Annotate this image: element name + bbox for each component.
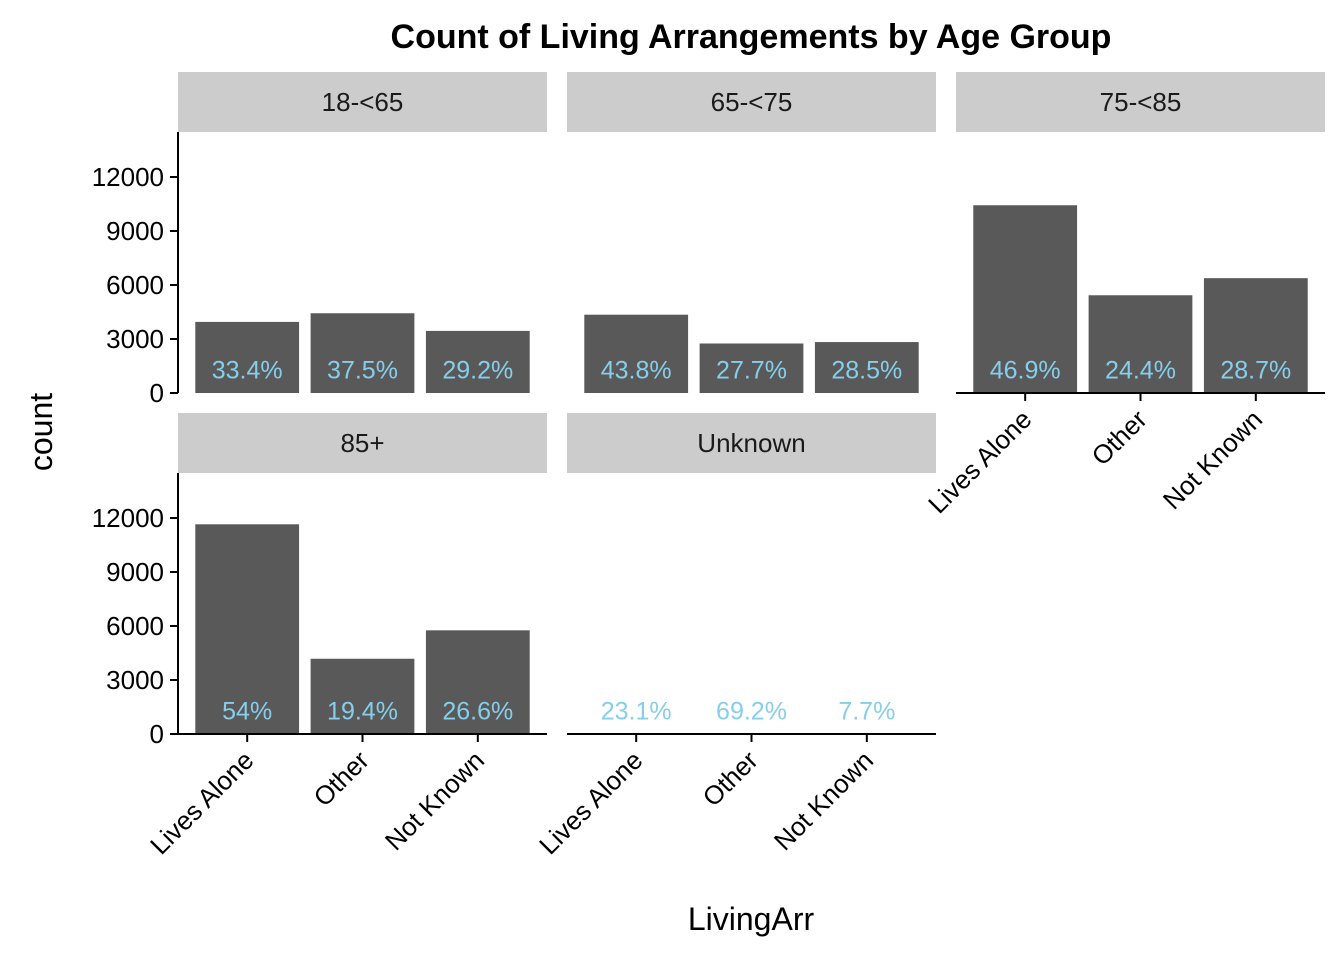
y-tick-label: 9000 [106, 557, 164, 587]
bar-percent-label: 46.9% [990, 357, 1061, 385]
x-axis-title: LivingArr [688, 901, 815, 937]
y-tick-label: 12000 [92, 503, 164, 533]
y-tick-label: 6000 [106, 270, 164, 300]
bar [584, 314, 689, 393]
bar-percent-label: 29.2% [442, 357, 513, 385]
bar-percent-label: 37.5% [327, 357, 398, 385]
bar [310, 313, 415, 393]
bar-percent-label: 33.4% [212, 357, 283, 385]
bar [425, 330, 530, 393]
bar [425, 630, 530, 734]
bar-percent-label: 26.6% [442, 698, 513, 726]
facet-panel: 65-<75 43.8% 27.7% 28.5% [567, 72, 936, 393]
y-tick-label: 0 [150, 719, 164, 749]
x-tick-label: Other [308, 745, 375, 812]
facet-strip [178, 413, 547, 473]
bar [310, 658, 415, 734]
x-tick-label: Not Known [379, 745, 490, 856]
bar [973, 205, 1078, 393]
bar-percent-label: 28.7% [1220, 357, 1291, 385]
facet-strip-label: 75-<85 [1100, 87, 1182, 117]
bar [814, 342, 919, 393]
chart-title: Count of Living Arrangements by Age Grou… [391, 18, 1112, 56]
x-tick-label: Not Known [768, 745, 879, 856]
facet-panel: 85+ 54% 19.4% 26.6% 0 3000 6000 9000 12000 Lives … [92, 413, 547, 860]
facet-strip [567, 72, 936, 132]
facets-layer: 18-<65 33.4% 37.5% 29.2% 0 3000 6000 9000 12000 6… [92, 72, 1325, 860]
bar-percent-label: 23.1% [601, 698, 672, 726]
x-tick-label: Other [1086, 404, 1153, 471]
bar [699, 343, 804, 393]
y-tick-label: 0 [150, 378, 164, 408]
bar [1088, 295, 1193, 393]
bar-percent-label: 54% [222, 698, 272, 726]
bar-percent-label: 28.5% [831, 357, 902, 385]
x-tick-label: Other [697, 745, 764, 812]
facet-panel: 75-<85 46.9% 24.4% 28.7% Lives Alone Other Not… [922, 72, 1325, 519]
bar-percent-label: 43.8% [601, 357, 672, 385]
facet-strip-label: 65-<75 [711, 87, 793, 117]
bar [195, 321, 300, 393]
facet-strip [956, 72, 1325, 132]
y-axis-title: count [23, 393, 59, 471]
y-tick-label: 12000 [92, 162, 164, 192]
y-tick-label: 9000 [106, 216, 164, 246]
bar [195, 524, 300, 734]
bar-percent-label: 27.7% [716, 357, 787, 385]
bar [1203, 278, 1308, 393]
facet-panel: 18-<65 33.4% 37.5% 29.2% 0 3000 6000 9000 12000 [92, 72, 547, 408]
bar-percent-label: 69.2% [716, 698, 787, 726]
x-tick-label: Lives Alone [144, 745, 259, 860]
bar-percent-label: 7.7% [838, 698, 895, 726]
x-tick-label: Lives Alone [533, 745, 648, 860]
facet-panel: Unknown 23.1% 69.2% 7.7% Lives Alone Other Not… [533, 413, 936, 860]
facet-strip [567, 413, 936, 473]
facet-strip [178, 72, 547, 132]
facet-strip-label: Unknown [697, 428, 805, 458]
bar-percent-label: 24.4% [1105, 357, 1176, 385]
x-tick-label: Not Known [1157, 404, 1268, 515]
facet-strip-label: 85+ [340, 428, 384, 458]
x-tick-label: Lives Alone [922, 404, 1037, 519]
bar-percent-label: 19.4% [327, 698, 398, 726]
y-tick-label: 3000 [106, 324, 164, 354]
y-tick-label: 3000 [106, 665, 164, 695]
y-tick-label: 6000 [106, 611, 164, 641]
facet-strip-label: 18-<65 [322, 87, 404, 117]
